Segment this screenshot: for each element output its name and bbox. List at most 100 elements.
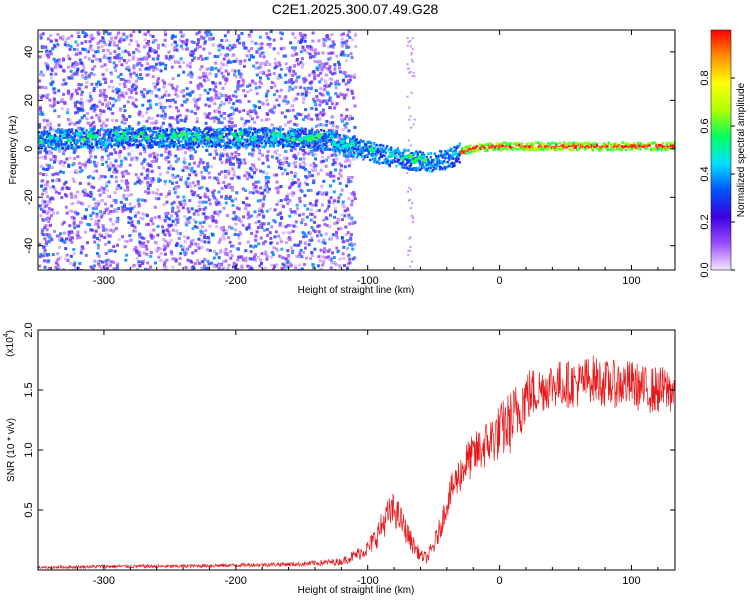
spectrogram-noise-cell xyxy=(119,72,123,76)
spectrogram-ridge-cell xyxy=(214,145,217,149)
spectrogram-noise-cell xyxy=(149,254,153,258)
spectrogram-noise-cell xyxy=(146,176,150,180)
spectrogram-noise-cell xyxy=(100,199,104,202)
spectrogram-ridge-cell xyxy=(274,137,277,140)
spectrogram-ridge-cell xyxy=(133,139,136,142)
spectrogram-noise-cell xyxy=(157,179,161,183)
spectrogram-ridge-cell xyxy=(67,145,70,148)
spectrogram-noise-cell xyxy=(354,32,358,36)
spectrogram-ridge-cell xyxy=(270,130,273,134)
spectrogram-noise-cell xyxy=(350,175,354,179)
spectrogram-noise-cell xyxy=(217,110,221,114)
spectrogram-noise-cell xyxy=(175,43,179,47)
spectrogram-noise-cell xyxy=(104,43,108,47)
spectrogram-noise-cell xyxy=(246,85,249,88)
spectrogram-ridge-cell xyxy=(227,145,231,149)
spectrogram-noise-cell xyxy=(170,83,174,87)
spectrogram-noise-cell xyxy=(164,195,168,199)
spectrogram-noise-cell xyxy=(191,155,195,159)
spectrogram-noise-cell xyxy=(66,89,70,93)
spectrogram-noise-cell xyxy=(154,119,158,123)
spectrogram-noise-cell xyxy=(61,97,65,101)
spectrogram-noise-cell xyxy=(186,258,190,262)
spectrogram-ridge-cell xyxy=(196,137,199,140)
spectrogram-noise-cell xyxy=(300,255,304,259)
spectrogram-noise-cell xyxy=(153,50,157,54)
spectrogram-noise-cell xyxy=(292,224,296,228)
spectrogram-noise-cell xyxy=(258,264,262,268)
spectrogram-noise-cell xyxy=(105,188,109,192)
spectrogram-ridge-cell xyxy=(136,128,140,132)
spectrogram-ridge-cell xyxy=(247,132,250,136)
spectrogram-noise-cell xyxy=(246,264,250,268)
spectrogram-noise-cell xyxy=(95,82,99,86)
spectrogram-ridge-cell xyxy=(214,136,217,139)
spectrogram-noise-cell xyxy=(270,123,274,127)
spectrogram-noise-cell xyxy=(50,76,54,80)
spectrogram-noise-cell xyxy=(129,38,133,42)
spectrogram-noise-cell xyxy=(97,262,100,266)
spectrogram-noise-cell xyxy=(234,215,238,219)
spectrogram-ridge-cell xyxy=(270,135,273,138)
spectrogram-noise-cell xyxy=(288,68,292,71)
spectrogram-noise-cell xyxy=(256,199,260,203)
spectrogram-noise-cell xyxy=(337,196,341,200)
spectrogram-noise-cell xyxy=(259,186,263,190)
spectrogram-ridge-cell xyxy=(315,136,318,139)
spectrogram-ridge-cell xyxy=(118,140,121,144)
spectrogram-ridge-cell xyxy=(44,146,47,150)
spectrogram-noise-cell xyxy=(410,53,413,56)
spectrogram-ridge-cell xyxy=(147,141,150,144)
spectrogram-noise-cell xyxy=(346,33,350,37)
spectrogram-noise-cell xyxy=(41,218,45,222)
spectrogram-noise-cell xyxy=(335,102,339,106)
spectrogram-noise-cell xyxy=(183,151,187,155)
spectrogram-noise-cell xyxy=(258,207,262,211)
spectrogram-ridge-cell xyxy=(285,142,289,145)
spectrogram-noise-cell xyxy=(83,35,87,39)
spectrogram-noise-cell xyxy=(69,69,73,73)
spectrogram-ridge-cell xyxy=(40,131,43,134)
spectrogram-noise-cell xyxy=(214,90,218,94)
spectrogram-noise-cell xyxy=(206,189,210,193)
spectrogram-noise-cell xyxy=(184,182,188,186)
spectrogram-noise-cell xyxy=(153,154,157,157)
spectrogram-noise-cell xyxy=(63,43,67,46)
spectrogram-noise-cell xyxy=(406,172,409,175)
spectrogram-ridge-cell xyxy=(300,136,303,140)
spectrogram-noise-cell xyxy=(198,45,202,49)
spectrogram-noise-cell xyxy=(259,76,262,80)
spectrogram-noise-cell xyxy=(261,102,265,106)
spectrogram-noise-cell xyxy=(223,34,227,38)
spectrogram-noise-cell xyxy=(347,74,351,78)
spectrogram-noise-cell xyxy=(176,147,180,151)
spectrogram-ridge-cell xyxy=(127,129,130,133)
spectrogram-noise-cell xyxy=(324,164,328,168)
spectrogram-noise-cell xyxy=(84,160,88,164)
spectrogram-ridge-cell xyxy=(100,142,103,145)
spectrogram-noise-cell xyxy=(166,211,170,215)
spectrogram-noise-cell xyxy=(87,175,90,179)
spectrogram-noise-cell xyxy=(138,57,142,61)
spectrogram-noise-cell xyxy=(175,106,179,110)
spectrogram-noise-cell xyxy=(232,173,236,177)
spectrogram-noise-cell xyxy=(338,162,342,166)
spectrogram-ridge-cell xyxy=(69,135,72,138)
spectrogram-ridge-cell xyxy=(282,128,285,131)
spectrogram-noise-cell xyxy=(322,93,326,97)
spectrogram-noise-cell xyxy=(224,252,228,256)
spectrogram-noise-cell xyxy=(235,59,239,62)
spectrogram-noise-cell xyxy=(232,170,236,174)
spectrogram-ridge-cell xyxy=(209,139,212,142)
spectrogram-ridge-cell xyxy=(165,144,169,147)
spectrogram-noise-cell xyxy=(246,203,249,207)
spectrogram-ridge-cell xyxy=(307,144,310,148)
spectrogram-noise-cell xyxy=(120,179,124,183)
spectrogram-noise-cell xyxy=(99,210,103,214)
spectrogram-noise-cell xyxy=(270,110,274,114)
spectrogram-ridge-cell xyxy=(151,130,154,133)
spectrogram-noise-cell xyxy=(72,72,76,76)
spectrogram-noise-cell xyxy=(154,62,158,66)
spectrogram-noise-cell xyxy=(182,235,186,239)
spectrogram-noise-cell xyxy=(191,58,195,62)
